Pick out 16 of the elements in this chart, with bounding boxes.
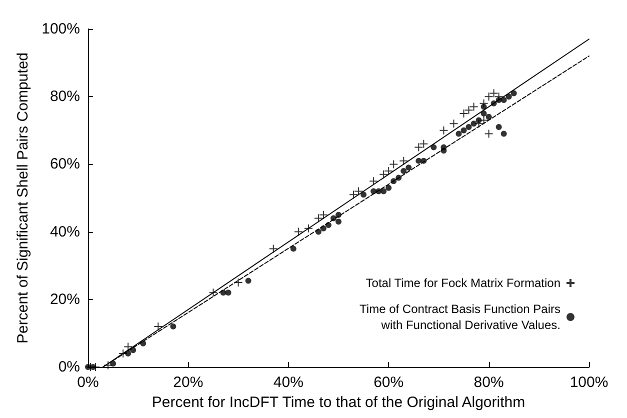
x-tick-label: 20% [173,374,204,391]
x-tick-label: 40% [273,374,304,391]
legend-label: Time of Contract Basis Function Pairs with Functional Derivative Values. [360,302,560,332]
x-axis-title: Percent for IncDFT Time to that of the Original Algorithm [152,394,526,411]
y-tick-label: 20% [50,290,80,308]
y-tick-label: 0% [58,358,80,376]
x-tick-label: 60% [374,374,404,391]
y-tick-label: 80% [50,88,80,106]
y-tick-label: 40% [50,223,80,240]
x-tick-label: 80% [474,374,504,391]
y-tick-label: 60% [50,156,80,173]
x-tick-label: 100% [570,374,608,391]
y-tick-label: 100% [42,20,80,38]
x-tick-label: 0% [77,374,99,391]
legend-label: Total Time for Fock Matrix Formation [366,276,560,290]
y-axis-title: Percent of Significant Shell Pairs Computed [14,52,32,344]
